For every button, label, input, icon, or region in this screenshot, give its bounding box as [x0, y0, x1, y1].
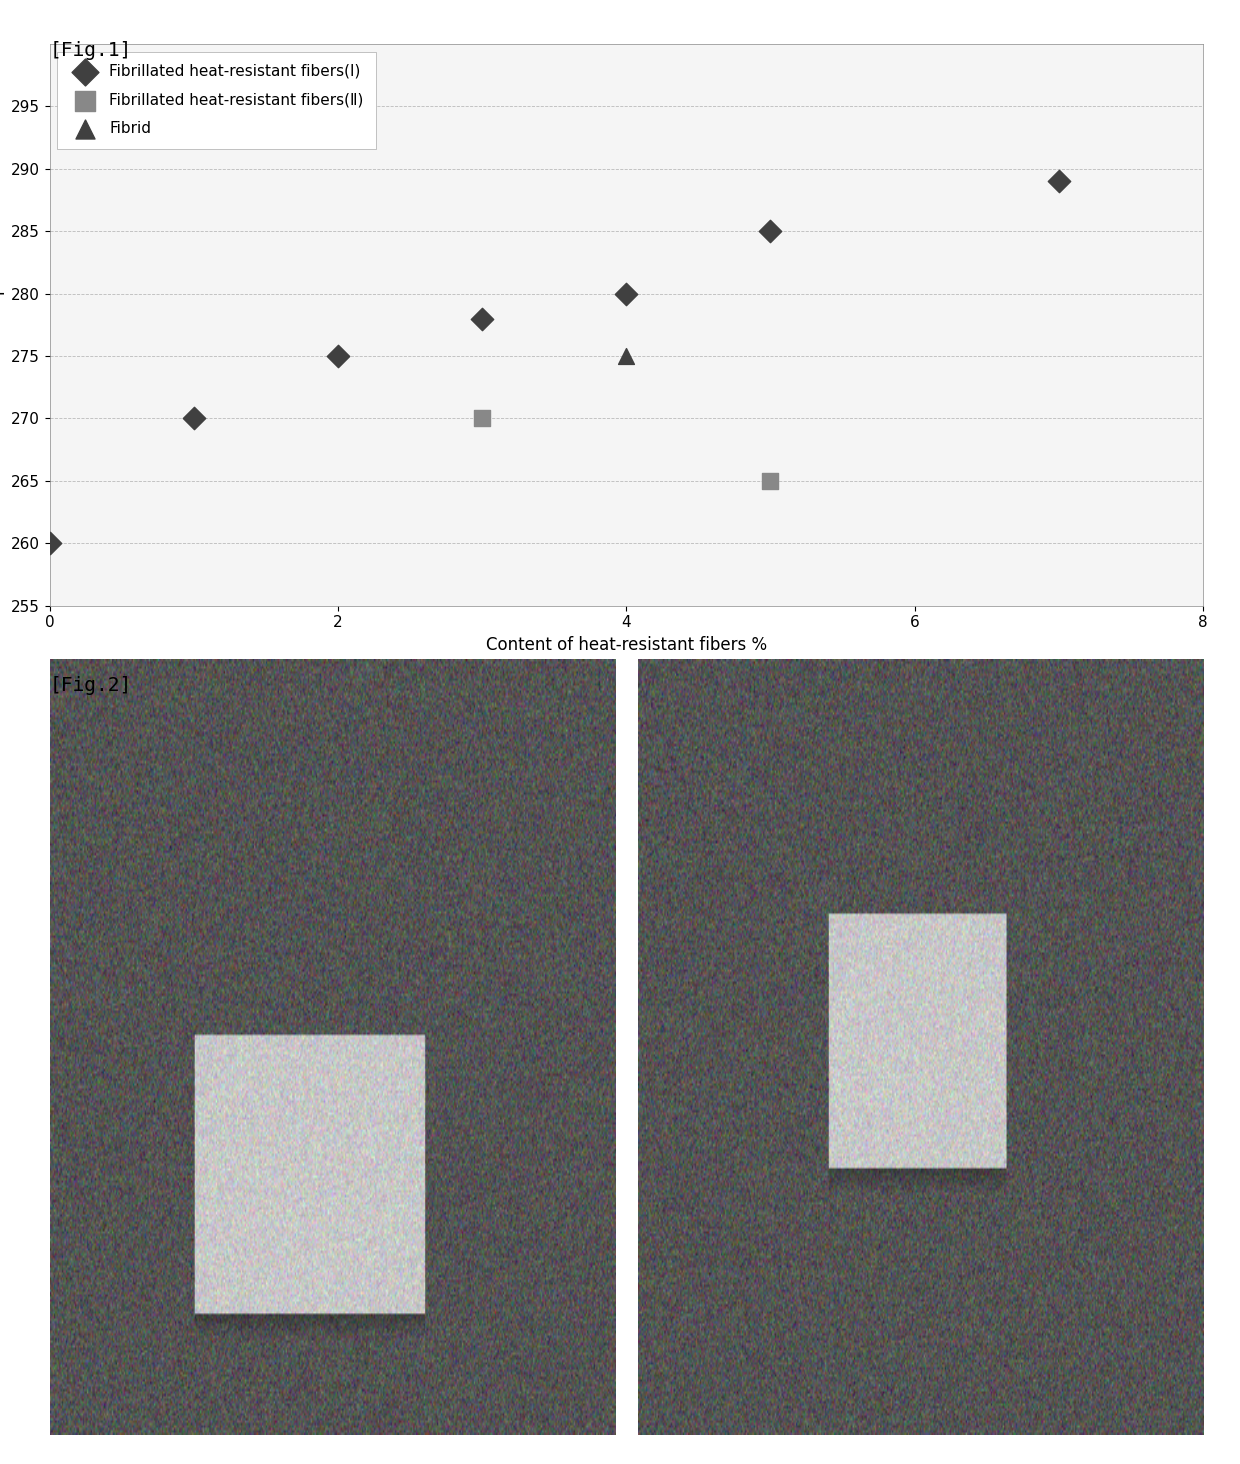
Fibrillated heat-resistant fibers(Ⅱ): [472, 407, 492, 430]
Fibrillated heat-resistant fibers(Ⅰ): [616, 283, 636, 306]
Legend: Fibrillated heat-resistant fibers(Ⅰ), Fibrillated heat-resistant fibers(Ⅱ), Fibr: Fibrillated heat-resistant fibers(Ⅰ), Fi…: [57, 51, 376, 148]
Text: [Fig.2]: [Fig.2]: [50, 676, 131, 695]
Fibrillated heat-resistant fibers(Ⅰ): [40, 531, 60, 555]
Fibrillated heat-resistant fibers(Ⅰ): [1049, 170, 1069, 193]
Fibrillated heat-resistant fibers(Ⅰ): [184, 407, 203, 430]
Fibrillated heat-resistant fibers(Ⅱ): [760, 468, 780, 492]
Y-axis label: Heat-resistant temperature °C: Heat-resistant temperature °C: [0, 199, 5, 451]
Fibrid: [616, 344, 636, 367]
X-axis label: Content of heat-resistant fibers %: Content of heat-resistant fibers %: [486, 635, 766, 654]
Fibrillated heat-resistant fibers(Ⅰ): [327, 344, 347, 367]
Text: [Fig.1]: [Fig.1]: [50, 41, 131, 60]
Fibrillated heat-resistant fibers(Ⅰ): [472, 307, 492, 331]
Fibrillated heat-resistant fibers(Ⅰ): [760, 220, 780, 243]
